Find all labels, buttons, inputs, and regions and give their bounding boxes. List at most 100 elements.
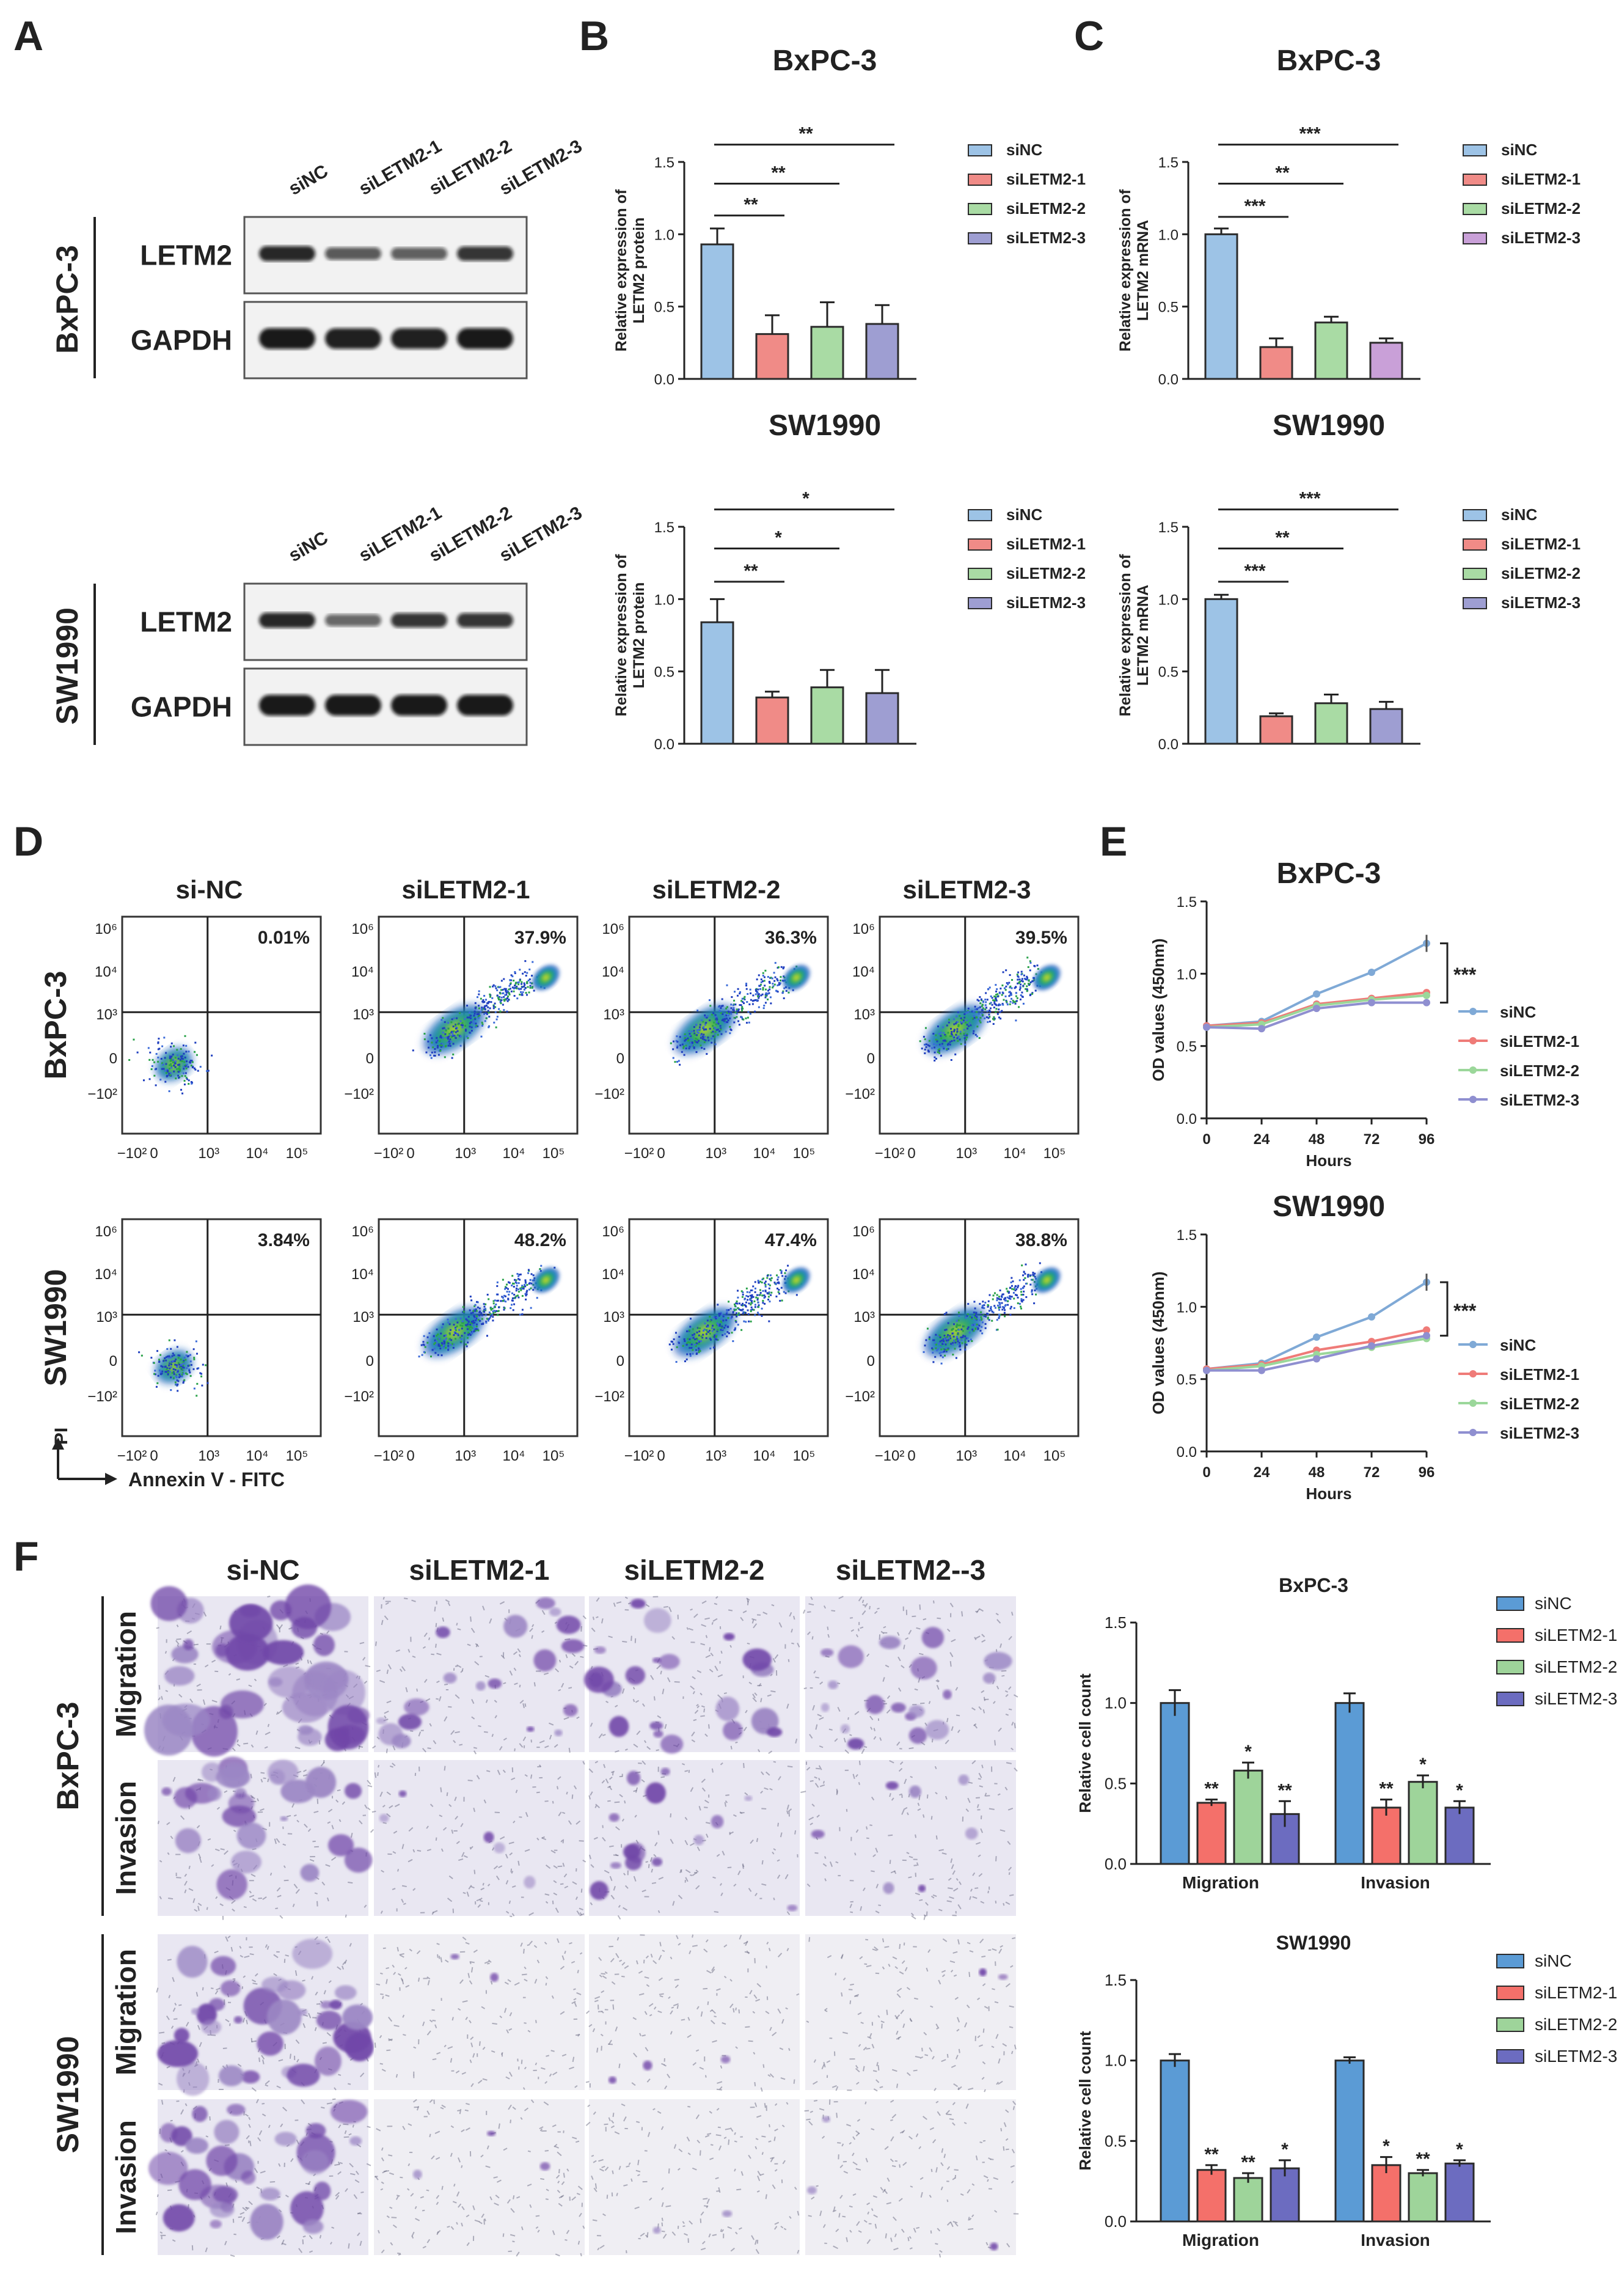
flow-event xyxy=(454,1035,456,1037)
flow-event xyxy=(517,1278,520,1280)
y-axis-label: Relative expression of xyxy=(613,189,630,351)
flow-event xyxy=(507,1281,510,1283)
cell-speck xyxy=(594,1805,597,1808)
flow-event xyxy=(455,1037,457,1040)
y-tick-label: 10⁶ xyxy=(351,1223,374,1240)
flow-event xyxy=(166,1367,169,1370)
cell-speck xyxy=(488,1959,492,1963)
cell-speck xyxy=(918,1794,921,1800)
flow-event xyxy=(721,1005,723,1007)
cell-speck xyxy=(310,1855,315,1858)
flow-event xyxy=(436,1328,438,1330)
cell-speck xyxy=(380,1910,383,1914)
cell-speck xyxy=(248,1684,252,1687)
cell-speck xyxy=(403,1597,408,1600)
flow-event xyxy=(464,1025,467,1027)
flow-event xyxy=(451,1032,454,1034)
cell-speck xyxy=(619,1794,623,1798)
y-tick-label: 10³ xyxy=(96,1309,117,1326)
flow-event xyxy=(448,1040,450,1043)
flow-event xyxy=(506,997,509,999)
flow-event xyxy=(509,988,511,990)
cell-speck xyxy=(164,1651,167,1654)
cell-speck xyxy=(610,2000,615,2001)
flow-event xyxy=(937,1335,940,1337)
flow-event xyxy=(480,1010,482,1013)
legend-label: siLETM2-2 xyxy=(1006,564,1086,582)
cell-speck xyxy=(676,1935,679,1940)
cell-speck xyxy=(168,1995,171,1998)
flow-event xyxy=(1006,1003,1009,1006)
cell-speck xyxy=(511,1913,515,1916)
flow-event xyxy=(684,1040,686,1042)
flow-event xyxy=(956,1028,959,1030)
cell-speck xyxy=(216,1987,221,1991)
flow-event xyxy=(685,1044,687,1047)
cell-speck xyxy=(180,1815,185,1820)
flow-event xyxy=(718,1324,721,1327)
cell-speck xyxy=(197,2025,200,2030)
cell-speck xyxy=(1005,1694,1009,1697)
flow-event xyxy=(692,1352,694,1355)
cell-speck xyxy=(359,2072,365,2077)
flow-event xyxy=(998,1313,1000,1316)
cell-speck xyxy=(872,1948,877,1951)
cell-speck xyxy=(748,2040,753,2042)
cell-speck xyxy=(919,1899,923,1901)
flow-event xyxy=(679,1063,681,1066)
series-point xyxy=(1258,1025,1265,1033)
flow-event xyxy=(712,1316,715,1319)
cell-speck xyxy=(826,2060,831,2063)
cell-speck xyxy=(987,1890,989,1894)
flow-event xyxy=(1036,964,1039,967)
stained-cluster xyxy=(316,2011,342,2030)
flow-event xyxy=(502,1278,504,1281)
flow-event xyxy=(744,1298,746,1300)
flow-event xyxy=(153,1061,156,1063)
stained-cluster xyxy=(231,1850,261,1874)
cell-speck xyxy=(418,1978,420,1982)
cell-speck xyxy=(485,1990,487,1994)
flow-event xyxy=(189,1060,192,1062)
cell-speck xyxy=(608,1786,613,1791)
cell-speck xyxy=(388,2017,393,2022)
cell-speck xyxy=(521,1896,524,1898)
flow-event xyxy=(742,1291,744,1294)
cell-speck xyxy=(427,1747,431,1750)
cell-speck xyxy=(188,1888,194,1891)
stained-cluster xyxy=(711,1814,724,1828)
flow-event xyxy=(722,1319,725,1322)
significance-label: *** xyxy=(1453,1300,1477,1322)
cell-speck xyxy=(778,1622,783,1628)
flow-event xyxy=(696,1029,698,1032)
flow-event xyxy=(515,981,517,984)
cell-speck xyxy=(659,1942,662,1946)
cell-speck xyxy=(535,2020,537,2023)
cell-speck xyxy=(197,2058,200,2063)
cell-speck xyxy=(961,1611,963,1617)
flow-event xyxy=(981,1321,984,1324)
flow-event xyxy=(960,1043,962,1045)
flow-event xyxy=(729,1011,732,1013)
flow-event xyxy=(527,1269,530,1271)
cell-speck xyxy=(834,1738,838,1742)
cell-speck xyxy=(544,1942,547,1945)
flow-event xyxy=(170,1065,173,1068)
flow-event xyxy=(1013,1000,1015,1003)
cell-speck xyxy=(701,1787,706,1792)
flow-event xyxy=(689,1329,691,1332)
flow-event xyxy=(481,1023,484,1025)
flow-event xyxy=(513,1303,516,1305)
cell-speck xyxy=(170,1835,174,1839)
flow-event xyxy=(466,1016,469,1019)
flow-event xyxy=(1031,980,1034,983)
flow-event xyxy=(505,1286,507,1288)
flow-event xyxy=(160,1058,163,1060)
cell-speck xyxy=(929,1878,934,1880)
flow-event xyxy=(703,1328,706,1330)
flow-event xyxy=(976,999,979,1001)
flow-event xyxy=(442,1344,445,1346)
flow-event xyxy=(1007,983,1009,986)
flow-event xyxy=(1023,1290,1025,1293)
x-tick-label: −10² xyxy=(374,1145,404,1162)
